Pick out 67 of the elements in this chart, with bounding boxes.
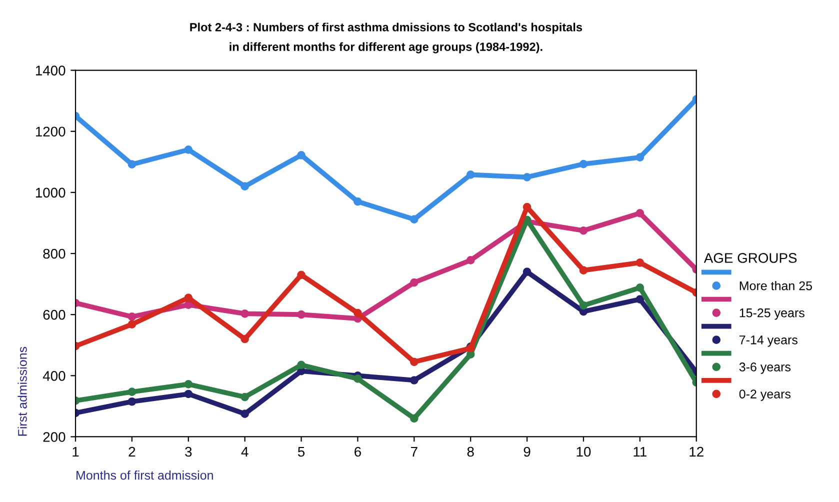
x-tick-label: 3 xyxy=(185,446,192,457)
point xyxy=(128,397,136,406)
point xyxy=(184,146,193,154)
y-tick-label: 1000 xyxy=(36,188,66,198)
legend-label: 0-2 years xyxy=(739,390,791,401)
point xyxy=(466,256,475,264)
point xyxy=(240,310,250,318)
y-axis-title: First admissions xyxy=(18,346,27,436)
legend-label: 3-6 years xyxy=(739,362,791,374)
legend-label: 15-25 years xyxy=(740,308,804,320)
point xyxy=(128,312,136,321)
point xyxy=(240,182,250,190)
x-tick-label: 9 xyxy=(524,446,530,457)
point xyxy=(466,170,475,179)
x-tick-label: 8 xyxy=(467,446,474,457)
point xyxy=(240,410,250,418)
point xyxy=(410,215,418,224)
y-tick-label: 400 xyxy=(42,371,66,381)
point xyxy=(184,380,193,388)
x-tick-label: 7 xyxy=(411,446,418,457)
legend-label: More than 25 xyxy=(740,281,812,290)
point xyxy=(636,153,644,162)
point xyxy=(240,334,250,344)
point xyxy=(354,197,362,206)
point xyxy=(579,301,588,310)
point xyxy=(522,268,532,276)
point xyxy=(636,258,644,267)
y-tick-label: 1200 xyxy=(36,126,66,137)
point xyxy=(297,151,306,160)
point xyxy=(354,308,362,318)
point xyxy=(579,226,588,235)
x-tick-label: 12 xyxy=(690,446,704,457)
point xyxy=(579,160,588,168)
point xyxy=(636,295,644,304)
point xyxy=(410,376,418,384)
point xyxy=(410,414,418,423)
legend-label: 7-14 years xyxy=(740,336,798,347)
x-tick-label: 4 xyxy=(241,446,248,457)
point xyxy=(128,388,136,396)
chart-title: Plot 2-4-3 : Numbers of first asthma dmissions to Scotland's hospitals in different months for different age groups (1984-1992). xyxy=(190,22,582,54)
point xyxy=(297,360,306,370)
y-tick-label: 1400 xyxy=(36,66,66,76)
point xyxy=(636,209,644,218)
point xyxy=(522,172,532,182)
legend-title: AGE GROUPS xyxy=(704,253,797,263)
x-tick-label: 2 xyxy=(128,446,136,457)
y-tick-label: 200 xyxy=(43,432,66,442)
x-tick-label: 1 xyxy=(72,446,79,457)
point xyxy=(354,374,362,383)
point xyxy=(297,310,306,319)
x-tick-label: 11 xyxy=(634,446,646,457)
y-tick-label: 600 xyxy=(43,310,66,320)
point xyxy=(128,160,136,169)
point xyxy=(128,320,136,329)
point xyxy=(410,278,418,287)
point xyxy=(297,270,306,280)
point xyxy=(184,390,193,398)
x-tick-label: 10 xyxy=(576,446,591,457)
x-tick-label: 6 xyxy=(354,446,361,457)
point xyxy=(579,266,588,274)
x-tick-label: 5 xyxy=(298,446,305,457)
point xyxy=(184,294,193,302)
point xyxy=(240,392,250,402)
y-tick-label: 800 xyxy=(43,248,66,259)
point xyxy=(636,284,644,292)
point xyxy=(410,358,418,366)
x-axis-title: Months of first admission xyxy=(76,470,213,480)
